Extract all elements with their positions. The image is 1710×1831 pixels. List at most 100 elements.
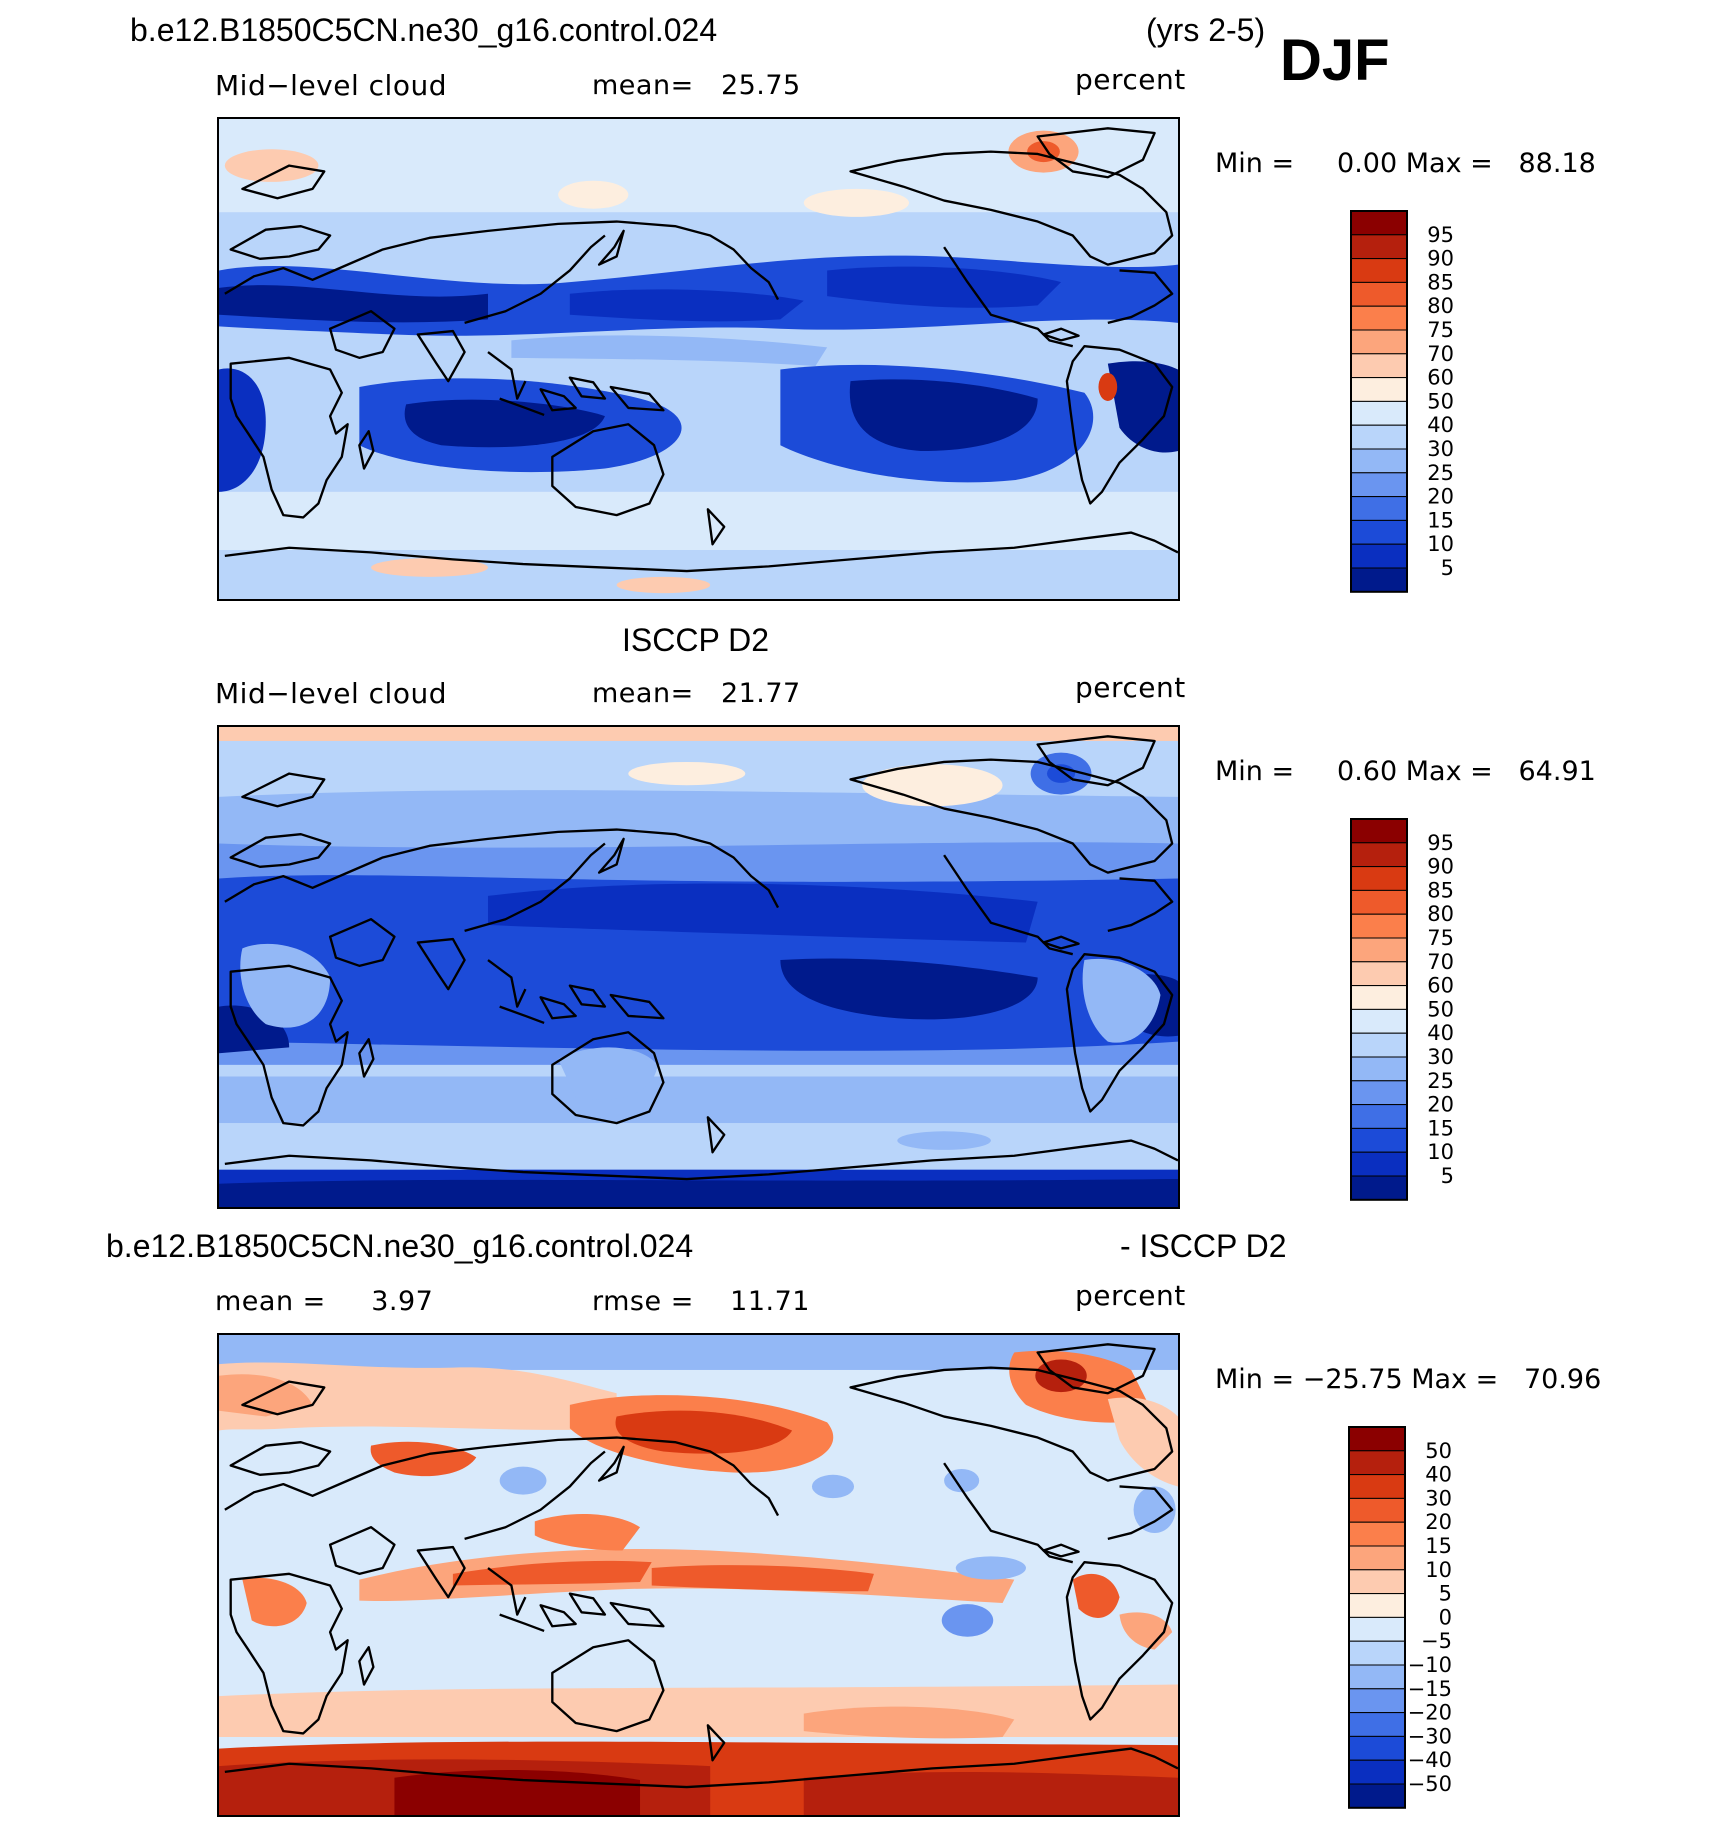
colorbar-tick-label: 70: [1427, 342, 1454, 366]
colorbar-swatch: [1350, 472, 1408, 498]
colorbar-tick-label: 85: [1427, 270, 1454, 294]
panel-rmse-label: rmse = 11.71: [592, 1286, 810, 1317]
colorbar-swatch: [1350, 543, 1408, 569]
panel-variable-label: Mid−level cloud: [215, 69, 447, 102]
colorbar-swatch: [1348, 1426, 1406, 1452]
colorbar-swatch: [1350, 1008, 1408, 1034]
colorbar-swatch: [1350, 496, 1408, 521]
panel-mean-label: mean = 3.97: [215, 1286, 434, 1317]
colorbar-swatch: [1350, 1032, 1408, 1058]
colorbar-swatch: [1350, 1175, 1408, 1201]
colorbar-swatch: [1350, 866, 1408, 891]
colorbar-tick-label: 5: [1441, 556, 1454, 580]
colorbar-tick-label: 20: [1425, 1510, 1452, 1534]
colorbar-swatch: [1350, 353, 1408, 379]
colorbar-tick-label: 5: [1441, 1164, 1454, 1188]
colorbar-tick-label: −30: [1408, 1724, 1452, 1748]
colorbar-tick-label: 95: [1427, 831, 1454, 855]
colorbar-tick-label: 40: [1427, 413, 1454, 437]
colorbar-tick-label: 30: [1425, 1486, 1452, 1510]
colorbar-tick-label: 80: [1427, 902, 1454, 926]
colorbar-swatch: [1350, 258, 1408, 283]
colorbar-model: 95 90 85 80 75 70 60 50 40 30 25 20 15 10 5: [1350, 210, 1480, 595]
colorbar-swatch: [1350, 210, 1408, 236]
colorbar-swatch: [1348, 1688, 1406, 1714]
colorbar-swatch: [1350, 305, 1408, 331]
colorbar-swatch: [1350, 424, 1408, 450]
colorbar-tick-label: 30: [1427, 1045, 1454, 1069]
colorbar-swatch: [1350, 985, 1408, 1010]
colorbar-swatch: [1350, 842, 1408, 868]
panel-title: ISCCP D2: [622, 622, 770, 658]
colorbar-swatch: [1350, 913, 1408, 939]
colorbar-swatch: [1350, 1104, 1408, 1129]
map-panel-obs: [217, 725, 1180, 1209]
colorbar-tick-label: 50: [1427, 997, 1454, 1021]
colorbar-swatch: [1348, 1474, 1406, 1499]
colorbar-tick-label: 75: [1427, 318, 1454, 342]
map-panel-model: [217, 117, 1180, 601]
panel-units-label: percent: [1075, 671, 1186, 704]
colorbar-swatch: [1350, 377, 1408, 402]
colorbar-swatch: [1350, 234, 1408, 260]
colorbar-tick-label: 0: [1439, 1605, 1452, 1629]
colorbar-frame: [1348, 1426, 1406, 1809]
colorbar-tick-label: 15: [1427, 1116, 1454, 1140]
colorbar-tick-label: 10: [1427, 1140, 1454, 1164]
colorbar-tick-label: −50: [1408, 1772, 1452, 1796]
colorbar-swatch: [1348, 1521, 1406, 1547]
colorbar-tick-label: 80: [1427, 294, 1454, 318]
colorbar-swatch: [1350, 818, 1408, 844]
colorbar-tick-label: 50: [1425, 1439, 1452, 1463]
colorbar-tick-label: −10: [1408, 1653, 1452, 1677]
colorbar-frame: [1350, 818, 1408, 1201]
years-label: (yrs 2-5): [1146, 12, 1266, 48]
colorbar-tick-label: 90: [1427, 247, 1454, 271]
colorbar-swatch: [1350, 1056, 1408, 1082]
colorbar-tick-label: −15: [1408, 1677, 1452, 1701]
colorbar-swatch: [1348, 1664, 1406, 1690]
colorbar-tick-label: 25: [1427, 461, 1454, 485]
colorbar-swatch: [1350, 567, 1408, 593]
panel-mean-label: mean= 25.75: [592, 70, 801, 101]
colorbar-diff: 50 40 30 20 15 10 5 0 −5 −10 −15 −20 −30 −40 −50: [1348, 1426, 1478, 1811]
colorbar-swatch: [1348, 1450, 1406, 1476]
colorbar-swatch: [1350, 889, 1408, 915]
colorbar-swatch: [1350, 961, 1408, 987]
colorbar-tick-label: 20: [1427, 485, 1454, 509]
colorbar-tick-label: −40: [1408, 1748, 1452, 1772]
panel-minmax-label: Min = 0.00 Max = 88.18: [1215, 148, 1596, 179]
colorbar-tick-label: 75: [1427, 926, 1454, 950]
panel-title-right: - ISCCP D2: [1120, 1228, 1287, 1264]
colorbar-swatch: [1348, 1593, 1406, 1618]
colorbar-swatch: [1350, 1151, 1408, 1177]
season-label: DJF: [1280, 28, 1390, 93]
colorbar-swatch: [1350, 1127, 1408, 1153]
colorbar-frame: [1350, 210, 1408, 593]
colorbar-tick-label: 90: [1427, 855, 1454, 879]
colorbar-tick-label: 85: [1427, 878, 1454, 902]
colorbar-tick-label: 95: [1427, 223, 1454, 247]
colorbar-swatch: [1350, 519, 1408, 545]
colorbar-obs: 95 90 85 80 75 70 60 50 40 30 25 20 15 10 5: [1350, 818, 1480, 1203]
colorbar-tick-label: 50: [1427, 389, 1454, 413]
colorbar-tick-label: −5: [1421, 1629, 1452, 1653]
colorbar-swatch: [1350, 281, 1408, 307]
colorbar-tick-label: 10: [1427, 532, 1454, 556]
panel-minmax-label: Min = −25.75 Max = 70.96: [1215, 1364, 1602, 1395]
colorbar-swatch: [1350, 329, 1408, 355]
colorbar-swatch: [1348, 1759, 1406, 1785]
colorbar-tick-label: 15: [1425, 1534, 1452, 1558]
colorbar-tick-label: 40: [1425, 1463, 1452, 1487]
colorbar-tick-label: 70: [1427, 950, 1454, 974]
case-title: b.e12.B1850C5CN.ne30_g16.control.024: [130, 12, 718, 48]
colorbar-tick-label: 15: [1427, 508, 1454, 532]
colorbar-swatch: [1348, 1545, 1406, 1571]
colorbar-tick-label: 10: [1425, 1558, 1452, 1582]
colorbar-tick-label: −20: [1408, 1701, 1452, 1725]
colorbar-swatch: [1348, 1497, 1406, 1523]
colorbar-swatch: [1348, 1712, 1406, 1737]
panel-variable-label: Mid−level cloud: [215, 677, 447, 710]
colorbar-swatch: [1348, 1735, 1406, 1761]
colorbar-swatch: [1348, 1783, 1406, 1809]
